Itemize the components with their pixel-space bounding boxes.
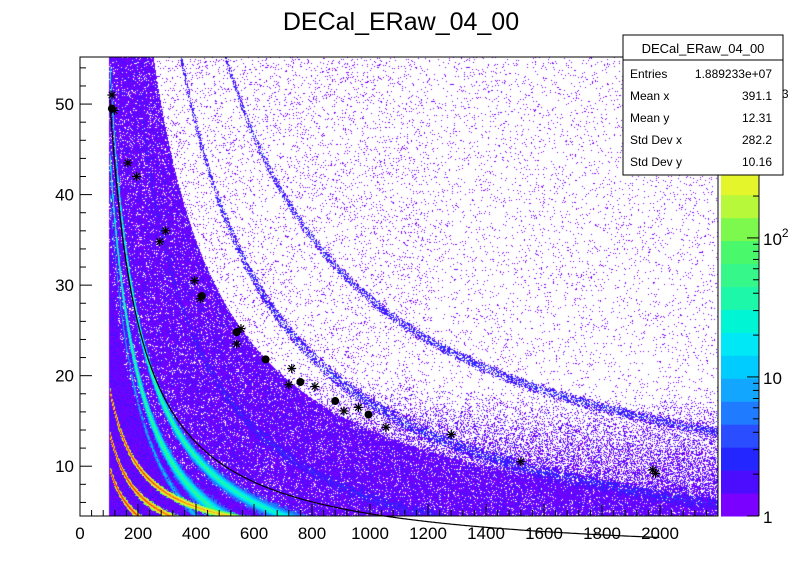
stats-label-std-dev-y: Std Dev y — [630, 155, 682, 169]
color-scale-swatch — [721, 240, 759, 265]
color-scale-swatch — [721, 309, 759, 333]
star-marker — [123, 158, 133, 168]
y-tick-label: 20 — [55, 367, 74, 386]
stats-label-std-dev-x: Std Dev x — [630, 133, 682, 147]
star-marker-stroke — [132, 172, 141, 181]
x-tick-label: 1800 — [583, 524, 621, 543]
star-marker-stroke — [649, 466, 657, 474]
color-scale-swatch — [721, 447, 759, 471]
star-marker-stroke — [340, 407, 348, 415]
color-scale-swatch — [721, 493, 759, 517]
dot-marker — [296, 378, 305, 387]
dot-marker — [107, 104, 116, 113]
stats-box-frame — [622, 34, 784, 176]
star-marker-stroke — [382, 423, 390, 431]
y-tick-label: 50 — [55, 95, 74, 114]
star-marker-stroke — [156, 238, 164, 246]
x-tick-label: 0 — [75, 524, 84, 543]
star-marker-stroke — [285, 381, 293, 389]
color-scale-label-exponent: 2 — [782, 226, 789, 240]
star-marker — [107, 90, 117, 100]
stats-value-mean-x: 391.1 — [742, 89, 772, 103]
x-tick-label: 200 — [124, 524, 152, 543]
star-marker — [190, 276, 200, 286]
dot-marker — [331, 397, 340, 406]
star-marker-stroke — [652, 469, 660, 478]
color-scale-label: 10 — [763, 369, 782, 388]
stats-label-mean-y: Mean y — [630, 111, 669, 125]
color-scale-swatch — [721, 332, 759, 356]
x-tick-label: 2000 — [641, 524, 679, 543]
star-marker-stroke — [161, 227, 170, 235]
star-marker-stroke — [447, 430, 455, 439]
x-tick-label: 1600 — [525, 524, 563, 543]
star-marker-stroke — [354, 403, 363, 411]
color-scale-swatch — [721, 194, 759, 219]
color-scale-swatch — [721, 217, 759, 242]
stats-value-entries: 1.889233e+07 — [695, 67, 772, 81]
star-marker — [132, 172, 142, 182]
x-tick-label: 1000 — [351, 524, 389, 543]
color-scale-swatch — [721, 171, 759, 196]
color-scale-swatch — [721, 470, 759, 494]
star-marker — [651, 468, 661, 478]
color-scale-swatch — [721, 355, 759, 379]
star-marker — [339, 406, 349, 416]
x-tick-label: 1400 — [467, 524, 505, 543]
stats-box-title: DECal_ERaw_04_00 — [642, 41, 765, 56]
dot-marker — [364, 410, 373, 419]
star-marker-stroke — [517, 458, 525, 466]
color-scale: 110102103 — [721, 56, 789, 527]
stats-value-mean-y: 12.31 — [742, 111, 772, 125]
plot-area — [79, 56, 719, 539]
dot-marker — [232, 328, 241, 337]
x-tick-label: 400 — [182, 524, 210, 543]
stats-box[interactable]: DECal_ERaw_04_00 Entries 1.889233e+07 Me… — [622, 34, 784, 176]
y-tick-label: 30 — [55, 276, 74, 295]
star-marker — [446, 430, 456, 440]
star-marker-stroke — [311, 382, 319, 391]
stats-label-entries: Entries — [630, 67, 667, 81]
color-scale-swatch — [721, 401, 759, 425]
color-scale-label-exponent: 3 — [782, 87, 789, 101]
star-marker — [310, 382, 320, 392]
star-marker — [155, 237, 165, 247]
star-marker-stroke — [124, 159, 132, 167]
x-tick-label: 1200 — [409, 524, 447, 543]
color-scale-swatch — [721, 424, 759, 448]
dot-marker — [261, 355, 270, 364]
star-marker — [161, 226, 171, 236]
y-tick-label: 40 — [55, 186, 74, 205]
dot-marker — [197, 292, 206, 301]
plot-frame — [79, 56, 719, 517]
star-marker — [353, 402, 363, 412]
x-axis: 0 200 400 600 800 1000 1200 1400 1600 1800 2000 — [75, 504, 719, 543]
star-marker-stroke — [232, 340, 241, 348]
star-marker — [284, 380, 294, 390]
y-axis: 10 20 30 40 50 — [55, 67, 92, 503]
star-marker — [287, 363, 297, 373]
y-tick-label: 10 — [55, 457, 74, 476]
heatmap-image — [80, 57, 718, 516]
color-scale-label: 1 — [763, 508, 772, 527]
chart-title: DECal_ERaw_04_00 — [283, 8, 519, 36]
color-scale-swatch — [721, 286, 759, 310]
x-tick-label: 800 — [298, 524, 326, 543]
x-tick-label: 600 — [240, 524, 268, 543]
color-scale-swatch — [721, 378, 759, 402]
star-marker — [381, 422, 391, 432]
stats-value-std-dev-x: 282.2 — [742, 133, 772, 147]
star-marker — [232, 339, 242, 349]
star-marker-stroke — [190, 276, 199, 285]
data-markers — [107, 90, 661, 478]
star-marker-stroke — [108, 91, 116, 99]
stats-value-std-dev-y: 10.16 — [742, 155, 772, 169]
stats-label-mean-x: Mean x — [630, 89, 669, 103]
star-marker-stroke — [288, 364, 296, 373]
color-scale-swatch — [721, 263, 759, 287]
star-marker — [516, 457, 526, 467]
